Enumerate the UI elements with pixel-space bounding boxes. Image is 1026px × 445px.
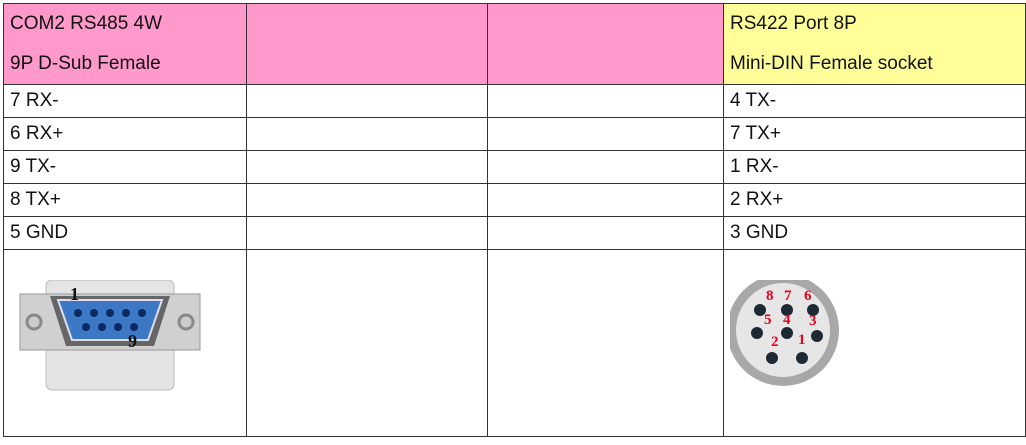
right-pin: 7 TX+ — [723, 117, 1026, 151]
empty-cell — [487, 150, 724, 184]
empty-cell — [487, 117, 724, 151]
right-pin: 4 TX- — [723, 84, 1026, 118]
pin1-label: 1 — [798, 332, 806, 348]
empty-cell — [487, 216, 724, 250]
right-header-cell: RS422 Port 8P Mini-DIN Female socket — [723, 3, 1026, 85]
minidin8-connector-icon: 8 7 6 5 4 3 2 1 — [727, 274, 839, 386]
empty-header-cell — [487, 3, 724, 85]
left-pin: 9 TX- — [3, 150, 247, 184]
empty-cell — [246, 249, 488, 437]
minidin-image-cell: 8 7 6 5 4 3 2 1 — [723, 249, 1026, 437]
table-row: 9 TX- 1 RX- — [3, 150, 1026, 184]
left-pin: 6 RX+ — [3, 117, 247, 151]
empty-cell — [487, 249, 724, 437]
left-pin: 5 GND — [3, 216, 247, 250]
empty-cell — [246, 84, 488, 118]
dsub9-connector-icon: 1 9 — [19, 279, 201, 391]
right-header-line2: Mini-DIN Female socket — [730, 53, 933, 74]
empty-cell — [246, 150, 488, 184]
empty-cell — [487, 183, 724, 217]
right-pin: 1 RX- — [723, 150, 1026, 184]
pin4-label: 4 — [783, 312, 791, 328]
pin7-label: 7 — [784, 288, 792, 304]
left-header-line2: 9P D-Sub Female — [10, 53, 161, 74]
pinout-table: COM2 RS485 4W 9P D-Sub Female RS422 Port… — [3, 3, 1026, 437]
dsub-image-cell: 1 9 — [3, 249, 247, 437]
empty-header-cell — [246, 3, 488, 85]
table-row: 8 TX+ 2 RX+ — [3, 183, 1026, 217]
right-pin: 2 RX+ — [723, 183, 1026, 217]
table-row: 7 RX- 4 TX- — [3, 84, 1026, 118]
empty-cell — [246, 183, 488, 217]
left-header-line1: COM2 RS485 4W — [10, 13, 163, 34]
pin3-label: 3 — [809, 313, 817, 329]
right-pin: 3 GND — [723, 216, 1026, 250]
left-pin: 8 TX+ — [3, 183, 247, 217]
pin2-label: 2 — [771, 334, 779, 350]
empty-cell — [246, 216, 488, 250]
pin8-label: 8 — [766, 288, 774, 304]
pin5-label: 5 — [764, 312, 772, 328]
left-header-cell: COM2 RS485 4W 9P D-Sub Female — [3, 3, 247, 85]
empty-cell — [487, 84, 724, 118]
empty-cell — [246, 117, 488, 151]
table-row: 6 RX+ 7 TX+ — [3, 117, 1026, 151]
pin6-label: 6 — [804, 288, 812, 304]
pin1-label: 1 — [70, 284, 79, 304]
right-header-line1: RS422 Port 8P — [730, 13, 857, 34]
table-row: 5 GND 3 GND — [3, 216, 1026, 250]
left-pin: 7 RX- — [3, 84, 247, 118]
pin9-label: 9 — [128, 331, 137, 351]
